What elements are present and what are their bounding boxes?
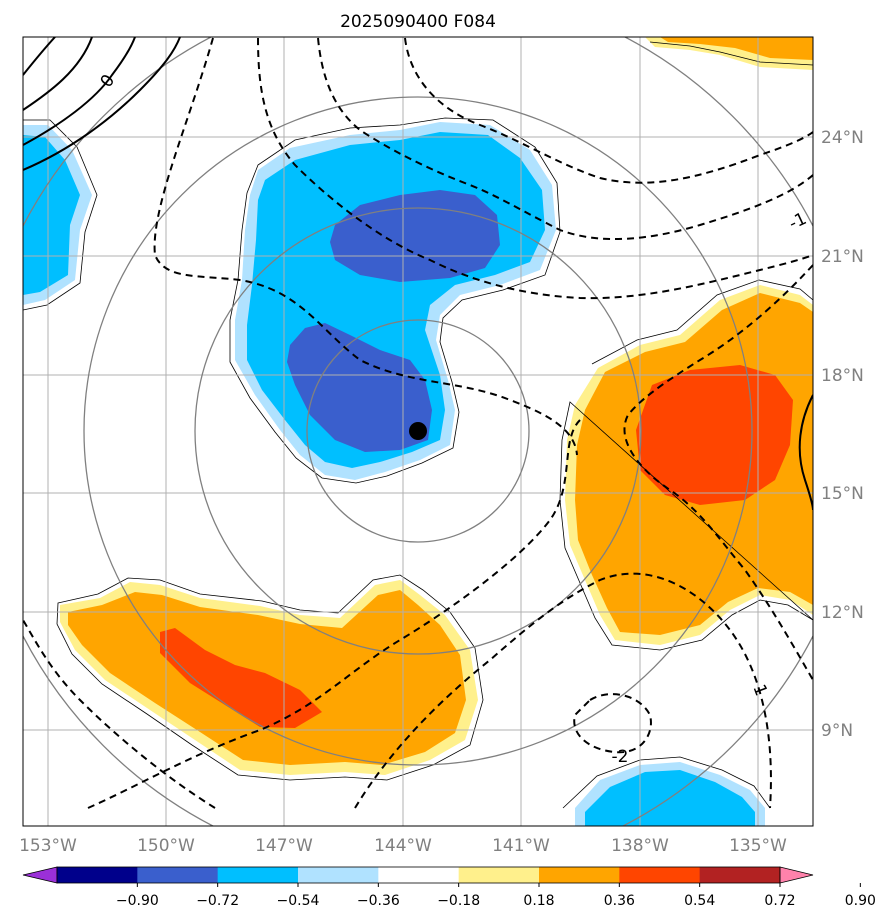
contour-g — [317, 37, 813, 241]
longitude-labels: 153°W 150°W 147°W 144°W 141°W 138°W 135°… — [19, 836, 787, 856]
lat-label: 9°N — [821, 721, 853, 741]
colorbar-tick-label: 0.72 — [764, 893, 795, 909]
contour-label-minus-two: -2 — [612, 747, 629, 767]
lon-label: 135°W — [729, 836, 787, 856]
outline-southwest — [56, 574, 484, 781]
contour-label-minus-one: -1 — [786, 209, 810, 234]
colorbar-tick-label: −0.72 — [196, 893, 239, 909]
range-rings — [23, 37, 813, 826]
outline-south — [562, 756, 771, 809]
contour-east — [798, 394, 813, 511]
lon-label: 144°W — [374, 836, 432, 856]
contour-h — [404, 37, 813, 184]
lon-label: 153°W — [19, 836, 77, 856]
colorbar-tick-label: 0.54 — [684, 893, 715, 909]
dashed-contours — [23, 37, 813, 809]
plot-frame — [22, 36, 814, 827]
contour-e — [153, 37, 578, 456]
range-ring-3 — [83, 96, 753, 766]
colorbar-tick-label: 0.18 — [523, 893, 554, 909]
colorbar-tick-label: −0.18 — [437, 893, 480, 909]
outline-east-south — [559, 401, 813, 651]
colorbar-swatch — [298, 867, 379, 883]
plot-area: 0 -1 1 -2 — [23, 37, 813, 826]
colorbar-swatch — [137, 867, 219, 883]
colorbar-frame — [56, 866, 781, 884]
lon-label: 138°W — [611, 836, 669, 856]
colorbar-swatch — [217, 867, 299, 883]
contour-zero-4 — [23, 37, 181, 171]
contour-f — [257, 37, 813, 300]
contour-zero-2 — [23, 37, 93, 111]
region-orange-northeast — [660, 37, 813, 60]
lat-label: 15°N — [821, 484, 864, 504]
contour-b — [354, 572, 772, 809]
outline-west — [23, 119, 98, 311]
colorbar: −0.90 −0.72 −0.54 −0.36 −0.18 0.18 0.36 0.54 0.7… — [22, 866, 876, 909]
colorbar-swatch — [378, 867, 460, 883]
colorbar-swatch — [699, 867, 781, 883]
region-red-orange-southwest — [160, 628, 322, 728]
lat-label: 21°N — [821, 247, 864, 267]
colorbar-extend-high — [779, 866, 814, 884]
colorbar-tick-label: 0.36 — [604, 893, 635, 909]
lon-label: 141°W — [492, 836, 550, 856]
storm-center-dot — [409, 422, 427, 440]
lat-label: 12°N — [821, 603, 864, 623]
colorbar-swatch — [458, 867, 540, 883]
filled-anomaly-regions — [23, 37, 813, 826]
contour-c — [23, 619, 216, 809]
latitude-labels: 24°N 21°N 18°N 15°N 12°N 9°N — [821, 128, 864, 741]
contour-a — [87, 419, 581, 809]
contour-i — [623, 264, 813, 681]
map-title: 2025090400 F084 — [340, 12, 496, 32]
contour-zero-1 — [23, 37, 56, 76]
colorbar-tick-label: −0.90 — [116, 893, 159, 909]
lat-label: 24°N — [821, 128, 864, 148]
graticule — [23, 37, 813, 826]
colorbar-swatch — [619, 867, 701, 883]
colorbar-swatch — [57, 867, 138, 883]
outline-east — [591, 279, 813, 365]
contour-zero-3 — [23, 37, 136, 146]
range-ring-2 — [194, 207, 642, 655]
contour-d — [573, 693, 652, 754]
colorbar-extend-low — [22, 866, 58, 884]
lon-label: 147°W — [255, 836, 313, 856]
colorbar-tick-label: 0.90 — [845, 893, 876, 909]
outline-central — [229, 117, 561, 484]
colorbar-swatch — [539, 867, 620, 883]
lat-label: 18°N — [821, 366, 864, 386]
range-ring-1 — [306, 319, 530, 543]
region-sky-blue-west — [23, 135, 80, 295]
outline-northeast — [649, 41, 813, 66]
colorbar-tick-label: −0.36 — [357, 893, 400, 909]
solid-contours — [23, 37, 813, 511]
lon-label: 150°W — [137, 836, 195, 856]
region-red-orange-east — [636, 365, 793, 505]
region-outlines — [23, 41, 813, 809]
colorbar-tick-label: −0.54 — [277, 893, 320, 909]
region-royal-blue-south — [287, 323, 432, 452]
